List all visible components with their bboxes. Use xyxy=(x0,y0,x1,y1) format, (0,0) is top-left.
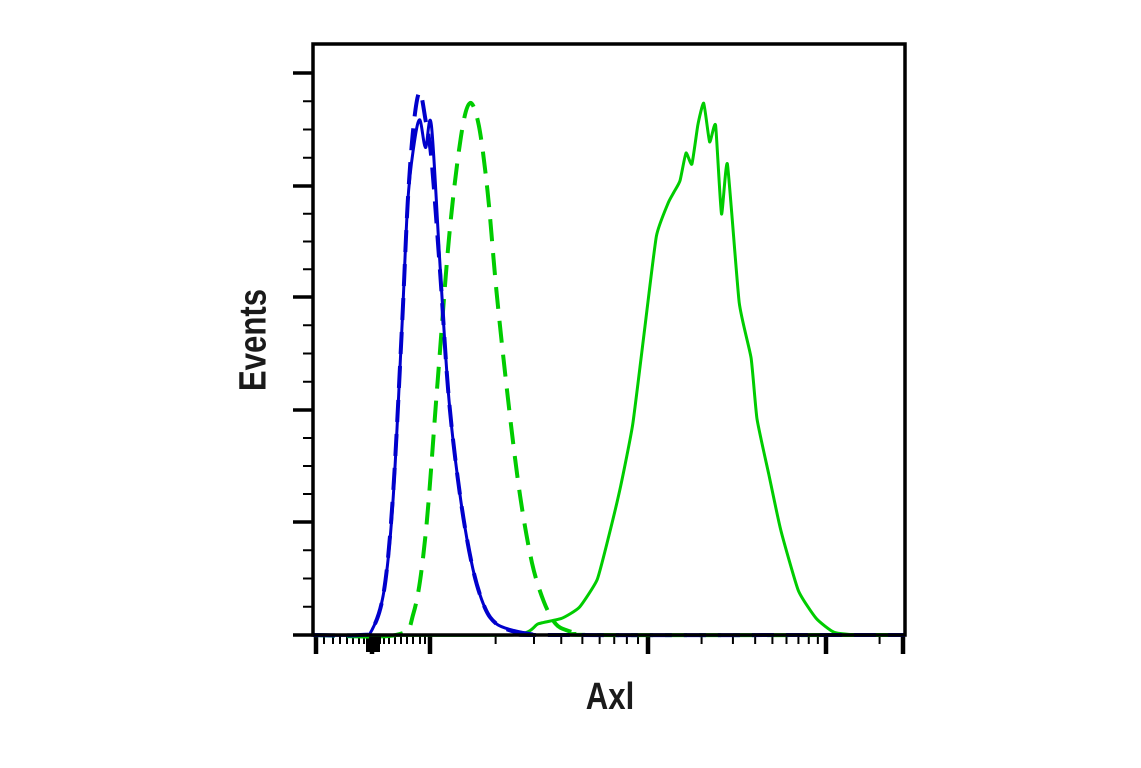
axis-ticks xyxy=(293,71,906,654)
x-tick-cluster xyxy=(366,635,380,652)
y-axis-title: Events xyxy=(232,288,275,392)
series-control-blue-dashed xyxy=(312,90,906,638)
data-series xyxy=(312,90,906,639)
plot-frame xyxy=(311,42,907,637)
series-axl-high-green-solid xyxy=(312,101,906,637)
x-axis-title: Axl xyxy=(585,676,635,718)
series-treated-isotype-blue-solid xyxy=(312,118,906,637)
